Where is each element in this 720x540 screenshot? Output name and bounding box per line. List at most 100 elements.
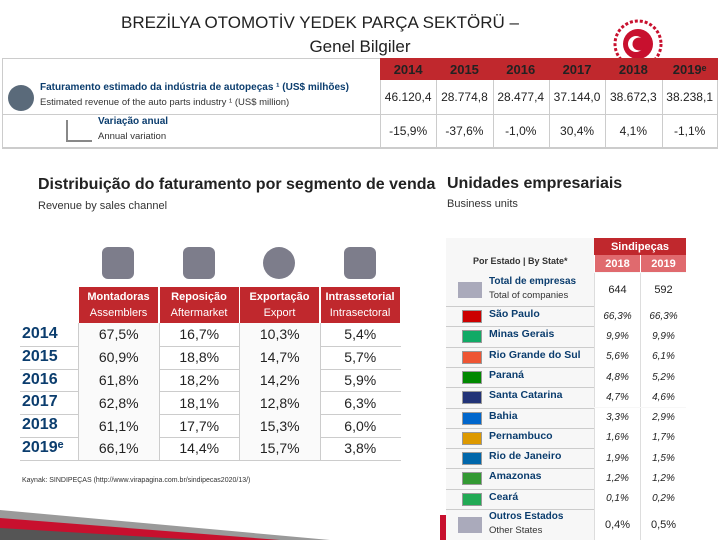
- segment-icon: [263, 247, 295, 279]
- value-cell: 14,7%: [239, 345, 320, 369]
- value-cell: 17,7%: [158, 414, 240, 437]
- value-cell: 644: [594, 273, 640, 306]
- row-line: [446, 468, 686, 470]
- value-cell: 5,9%: [319, 368, 401, 392]
- by-state-label: Por Estado | By State*: [473, 256, 568, 266]
- state-name: Bahia: [489, 409, 518, 422]
- value-cell: 4,8%: [594, 366, 640, 388]
- row-label-pt: Variação anual: [98, 116, 169, 127]
- state-flag: [462, 472, 482, 486]
- year-cell: 2015: [22, 347, 58, 365]
- value-cell: 4,1%: [619, 124, 648, 138]
- value-cell: 4,7%: [594, 387, 640, 408]
- value-cell: 18,8%: [158, 345, 240, 369]
- state-flag: [462, 411, 482, 425]
- section-subtitle: Business units: [447, 198, 518, 210]
- row-label-pt: Faturamento estimado da indústria de aut…: [40, 82, 349, 93]
- year-header: 2018: [618, 61, 648, 77]
- state-name: Amazonas: [489, 470, 542, 483]
- value-cell: 6,0%: [319, 414, 401, 437]
- value-cell: 46.120,4: [384, 90, 432, 104]
- value-cell: 28.477,4: [497, 90, 545, 104]
- other-label-en: Other States: [489, 524, 543, 536]
- source-note: Kaynak: SINDIPEÇAS (http://www.virapagin…: [22, 477, 251, 484]
- value-cell: 28.774,8: [441, 90, 488, 104]
- row-line: [20, 345, 401, 347]
- header-band: [380, 58, 718, 80]
- row-line: [20, 368, 401, 370]
- row-line: [446, 306, 686, 307]
- cell-sep: [492, 80, 494, 114]
- value-cell: 5,7%: [319, 345, 401, 369]
- cell-sep: [661, 80, 663, 114]
- state-flag: [462, 492, 482, 506]
- group-header: Sindipeças: [594, 238, 686, 255]
- state-name: Paraná: [489, 368, 525, 381]
- state-flag: [462, 370, 482, 384]
- value-cell: 66,3%: [640, 306, 686, 327]
- segment-icon: [343, 247, 376, 279]
- value-cell: 14,4%: [158, 437, 240, 460]
- state-flag: [462, 452, 482, 466]
- value-cell: 2,9%: [640, 407, 686, 428]
- column-header: Intrassetorial Intrasectoral: [319, 287, 400, 323]
- value-cell: 61,8%: [78, 368, 159, 392]
- row-line: [20, 391, 401, 393]
- state-name: Santa Catarina: [489, 389, 563, 402]
- column-header-pt: Exportação: [249, 291, 310, 303]
- value-cell: 30,4%: [560, 124, 595, 138]
- value-cell: 67,5%: [78, 323, 159, 346]
- value-cell: 592: [640, 273, 686, 306]
- row-line: [446, 509, 686, 510]
- row-label-en: Estimated revenue of the auto parts indu…: [40, 97, 290, 108]
- value-cell: 3,3%: [594, 407, 640, 428]
- cell-sep: [380, 80, 381, 114]
- year-header: 2018: [594, 255, 640, 272]
- column-header-pt: Intrassetorial: [325, 291, 395, 303]
- row-line: [446, 346, 686, 348]
- section-title: Distribuição do faturamento por segmento…: [38, 176, 436, 193]
- value-cell: 0,1%: [594, 488, 640, 509]
- year-header: 2015: [449, 61, 479, 77]
- row-line: [446, 448, 686, 450]
- cell-sep: [436, 114, 438, 148]
- row-line: [446, 366, 686, 368]
- year-cell: 2018: [22, 416, 58, 434]
- state-flag: [462, 431, 482, 445]
- value-cell: 1,9%: [594, 448, 640, 469]
- state-flag: [462, 330, 482, 344]
- value-cell: 1,2%: [640, 468, 686, 489]
- row-label-en: Annual variation: [98, 131, 167, 142]
- value-cell: 16,7%: [158, 323, 240, 346]
- title: Genel Bilgiler: [309, 37, 411, 56]
- value-cell: 1,7%: [640, 427, 686, 449]
- value-cell: 1,5%: [640, 448, 686, 469]
- value-cell: 66,3%: [594, 306, 640, 327]
- value-cell: 9,9%: [594, 326, 640, 347]
- row-line: [446, 427, 686, 429]
- value-cell: 12,8%: [239, 391, 320, 415]
- column-header-pt: Reposição: [171, 291, 227, 303]
- segment-icon: [182, 247, 215, 279]
- value-cell: 14,2%: [239, 368, 320, 392]
- value-cell: 3,8%: [319, 437, 401, 460]
- column-header: Exportação Export: [239, 287, 319, 323]
- state-name: Ceará: [489, 490, 519, 503]
- state-name: Minas Gerais: [489, 328, 555, 341]
- value-cell: 18,1%: [158, 391, 240, 415]
- value-cell: 1,6%: [594, 427, 640, 449]
- year-header: 2019: [640, 255, 686, 272]
- column-header-pt: Montadoras: [87, 291, 150, 303]
- state-flag: [462, 350, 482, 364]
- table-border: [2, 58, 718, 148]
- state-name: São Paulo: [489, 308, 540, 320]
- value-cell: 66,1%: [78, 437, 159, 460]
- value-cell: 5,4%: [319, 323, 401, 346]
- section-subtitle: Revenue by sales channel: [38, 200, 168, 212]
- cell-sep: [605, 80, 607, 114]
- value-cell: 15,3%: [239, 414, 320, 437]
- year-header: 2019ᵉ: [672, 61, 707, 77]
- value-cell: 18,2%: [158, 368, 240, 392]
- logo: [613, 19, 663, 69]
- value-cell: -1,0%: [505, 124, 537, 138]
